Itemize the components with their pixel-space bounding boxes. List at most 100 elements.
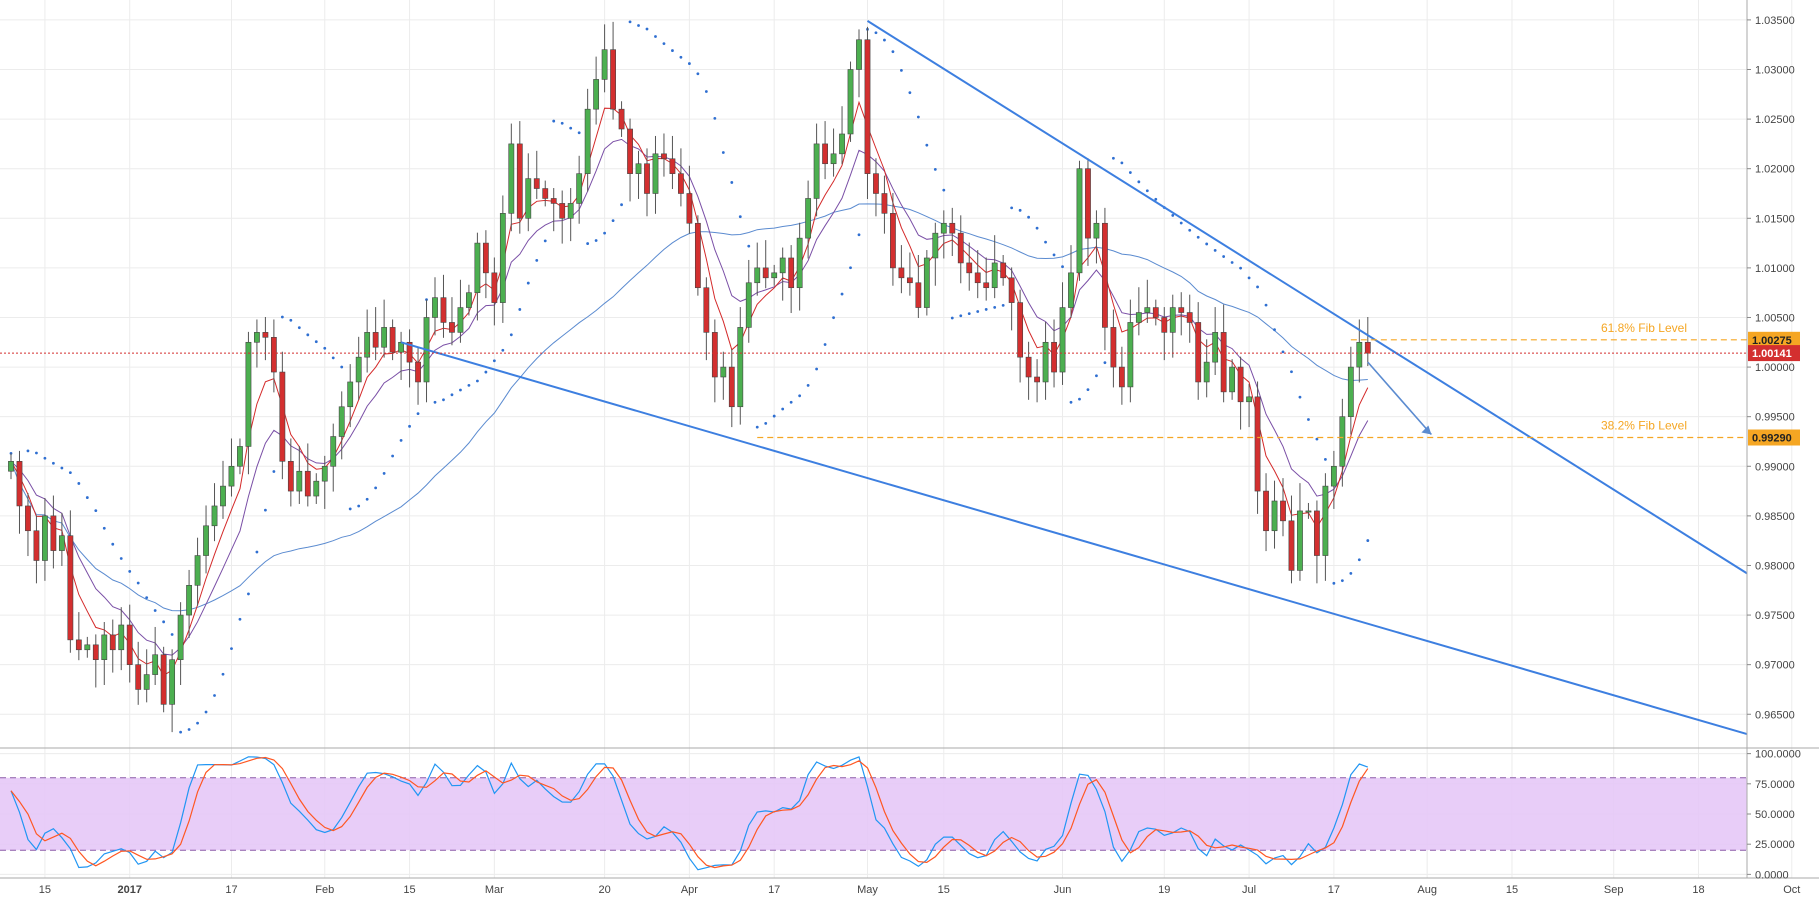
candle-up [211,505,218,527]
candle-up [228,465,235,487]
sar-dot [1103,361,1107,365]
sar-dot [1052,253,1056,257]
sar-dot [1010,206,1014,210]
sar-dot [976,310,980,313]
candle-up [457,307,464,333]
candle-up [525,178,532,219]
candle-down [788,257,795,289]
sar-dot [365,497,369,501]
sar-dot [1247,276,1251,280]
fib-label: 38.2% Fib Level [1601,419,1687,433]
sar-dot [1188,228,1192,232]
candle-up [42,515,48,561]
sar-dot [136,581,140,585]
time-tick-label: 19 [1158,884,1170,896]
sar-dot [323,346,327,350]
sar-dot [145,596,149,600]
candle-up [737,327,744,408]
time-tick-label: Mar [485,884,504,896]
candle-down [287,461,294,492]
sar-dot [840,292,844,296]
candle-down [644,163,650,194]
sar-dot [450,393,454,397]
time-tick-label: 18 [1692,884,1704,896]
candle-up [177,614,184,661]
sar-dot [569,126,573,130]
sar-dot [1086,388,1090,392]
sar-dot [857,233,861,237]
candle-down [1288,520,1295,571]
candle-up [771,272,778,279]
sar-dot [721,151,725,154]
candle-down [1237,366,1244,403]
candle-up [940,222,947,234]
sar-dot [509,333,513,337]
sar-dot [187,728,191,731]
candle-down [372,332,379,348]
sar-dot [442,398,445,402]
current-price-badge: 1.00141 [1752,348,1792,360]
candle-up [754,267,761,284]
sar-dot [772,414,776,418]
price-tick-label: 0.99000 [1755,461,1795,473]
time-tick-label: Jul [1242,884,1256,896]
candle-up [1322,485,1329,556]
fib-618-badge: 1.00275 [1752,335,1792,347]
candle-down [983,282,990,289]
osc-tick-label: 25.0000 [1755,839,1795,851]
sar-dot [577,131,581,135]
candle-up [1135,312,1142,323]
candle-up [364,332,371,358]
candle-up [1339,416,1346,467]
candle-up [601,49,608,80]
sar-dot [738,215,742,219]
sar-dot [526,281,530,285]
candle-up [923,257,930,308]
candle-up [338,406,345,437]
sar-dot [967,312,971,316]
sar-dot [264,508,267,512]
candle-up [313,480,320,497]
sar-dot [255,550,259,554]
sar-dot [153,609,157,612]
candle-down [1220,332,1227,393]
sar-dot [1230,261,1234,264]
sar-dot [1298,395,1302,399]
candle-down [449,322,455,333]
sar-dot [1120,161,1124,165]
candle-down [1152,307,1159,318]
sar-dot [933,167,937,171]
sar-dot [162,620,166,624]
price-tick-label: 1.02000 [1755,164,1795,176]
sar-dot [823,343,827,346]
candle-up [143,674,150,690]
candle-down [957,232,964,264]
candle-up [839,133,845,155]
sar-dot [611,219,615,223]
sar-dot [467,383,471,387]
price-tick-label: 0.99500 [1755,412,1795,424]
sar-dot [984,308,988,311]
candle-up [1246,396,1252,403]
sar-dot [1018,208,1022,212]
sar-dot [374,486,378,490]
sar-dot [221,672,225,676]
sar-dot [94,509,98,512]
candle-down [873,173,879,194]
time-tick-label: 17 [1328,884,1340,896]
price-tick-label: 1.03000 [1755,65,1795,77]
candle-down [1000,262,1007,279]
sar-dot [399,438,403,442]
sar-dot [247,592,250,596]
sar-dot [60,466,64,470]
candle-up [220,485,226,507]
candle-down [262,332,269,338]
candle-up [991,262,998,289]
sar-dot [196,721,199,725]
candle-up [186,585,192,616]
candle-down [915,282,922,308]
candle-up [499,213,506,303]
